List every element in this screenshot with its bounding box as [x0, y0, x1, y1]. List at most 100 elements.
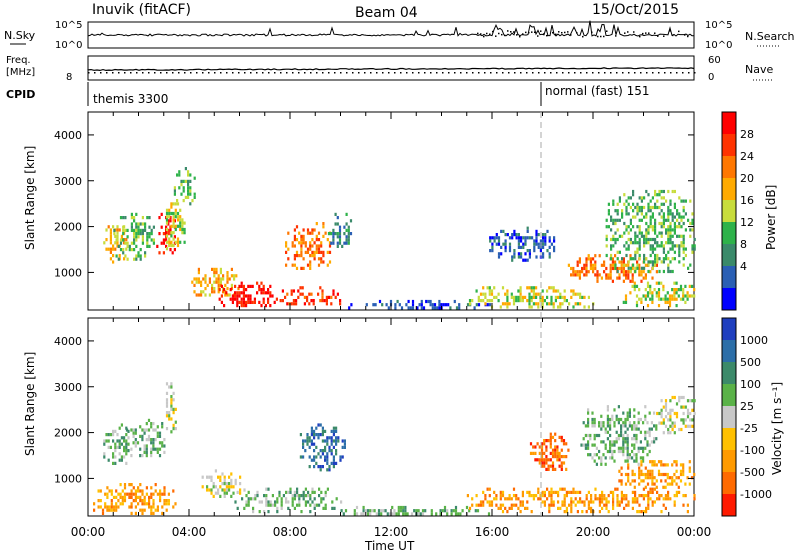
range-cell	[616, 497, 619, 501]
range-cell	[156, 450, 159, 454]
range-cell	[591, 443, 594, 447]
range-cell	[169, 248, 172, 252]
range-cell	[402, 505, 405, 510]
range-cell	[110, 508, 113, 512]
range-cell	[654, 237, 657, 242]
range-cell	[328, 449, 331, 453]
range-cell	[506, 497, 509, 501]
range-cell	[667, 497, 670, 501]
range-cell	[313, 449, 316, 453]
range-cell	[343, 439, 346, 443]
nsearch-point	[525, 31, 527, 34]
range-cell	[649, 476, 652, 480]
range-cell	[317, 238, 321, 242]
range-cell	[425, 299, 428, 304]
range-cell	[629, 237, 632, 242]
range-cell	[649, 490, 652, 494]
range-cell	[312, 299, 315, 303]
range-cell	[365, 303, 368, 307]
range-cell	[141, 228, 144, 232]
range-cell	[280, 500, 283, 504]
range-cell	[662, 418, 665, 422]
range-cell	[500, 252, 503, 256]
range-cell	[667, 241, 670, 245]
range-cell	[228, 488, 231, 492]
range-cell	[581, 500, 584, 504]
range-cell	[170, 240, 173, 244]
range-cell	[501, 494, 505, 498]
range-cell	[315, 244, 318, 248]
range-cell	[528, 236, 531, 240]
range-cell	[515, 295, 518, 299]
range-cell	[168, 240, 171, 244]
range-cell	[653, 288, 656, 292]
range-cell	[633, 453, 636, 457]
range-cell	[152, 502, 155, 506]
range-cell	[689, 234, 692, 238]
range-cell	[152, 505, 155, 509]
range-cell	[634, 250, 637, 254]
range-cell	[673, 395, 676, 400]
range-cell	[343, 241, 346, 245]
range-cell	[541, 289, 544, 293]
range-cell	[667, 266, 670, 270]
freq-trace	[87, 67, 696, 74]
range-cell	[540, 455, 544, 459]
range-cell	[625, 209, 628, 213]
range-cell	[116, 433, 119, 437]
range-cell	[576, 490, 579, 494]
nave-point	[142, 72, 144, 74]
range-cell	[526, 286, 529, 290]
range-cell	[476, 509, 480, 513]
range-cell	[643, 237, 646, 242]
range-cell	[171, 251, 174, 255]
range-cell	[541, 295, 544, 299]
range-cell	[315, 234, 318, 238]
range-cell	[475, 494, 478, 498]
range-cell	[506, 299, 509, 303]
range-cell	[593, 437, 596, 441]
range-cell	[443, 509, 447, 513]
range-cell	[93, 508, 96, 512]
range-cell	[117, 492, 120, 496]
range-cell	[335, 426, 338, 430]
range-cell	[548, 503, 551, 507]
range-cell	[147, 418, 151, 422]
range-cell	[551, 448, 555, 452]
range-cell	[633, 479, 636, 483]
range-cell	[482, 292, 485, 296]
range-cell	[304, 503, 307, 507]
nave-point	[334, 72, 336, 74]
nsearch-point	[567, 31, 569, 33]
range-cell	[587, 417, 590, 422]
range-cell	[673, 424, 676, 428]
range-cell	[263, 510, 266, 514]
range-cell	[693, 399, 696, 403]
range-cell	[675, 476, 678, 480]
range-cell	[511, 233, 514, 237]
range-cell	[347, 235, 350, 239]
range-cell	[656, 193, 659, 197]
range-cell	[335, 442, 338, 446]
range-cell	[200, 283, 203, 287]
range-cell	[183, 240, 186, 244]
range-cell	[649, 469, 652, 473]
range-cell	[666, 300, 669, 304]
nave-point	[574, 72, 576, 74]
range-cell	[587, 440, 590, 444]
nsearch-point	[654, 32, 656, 34]
range-cell	[576, 270, 579, 274]
range-cell	[609, 427, 612, 431]
range-cell	[120, 436, 123, 440]
range-cell	[289, 490, 292, 494]
range-cell	[521, 490, 524, 494]
range-cell	[622, 433, 625, 438]
range-cell	[172, 411, 175, 415]
range-cell	[666, 482, 669, 486]
range-cell	[328, 465, 331, 469]
nave-point	[274, 72, 276, 74]
range-cell	[654, 247, 657, 251]
range-cell	[222, 290, 225, 294]
range-cell	[620, 433, 623, 438]
range-cell	[315, 445, 318, 449]
